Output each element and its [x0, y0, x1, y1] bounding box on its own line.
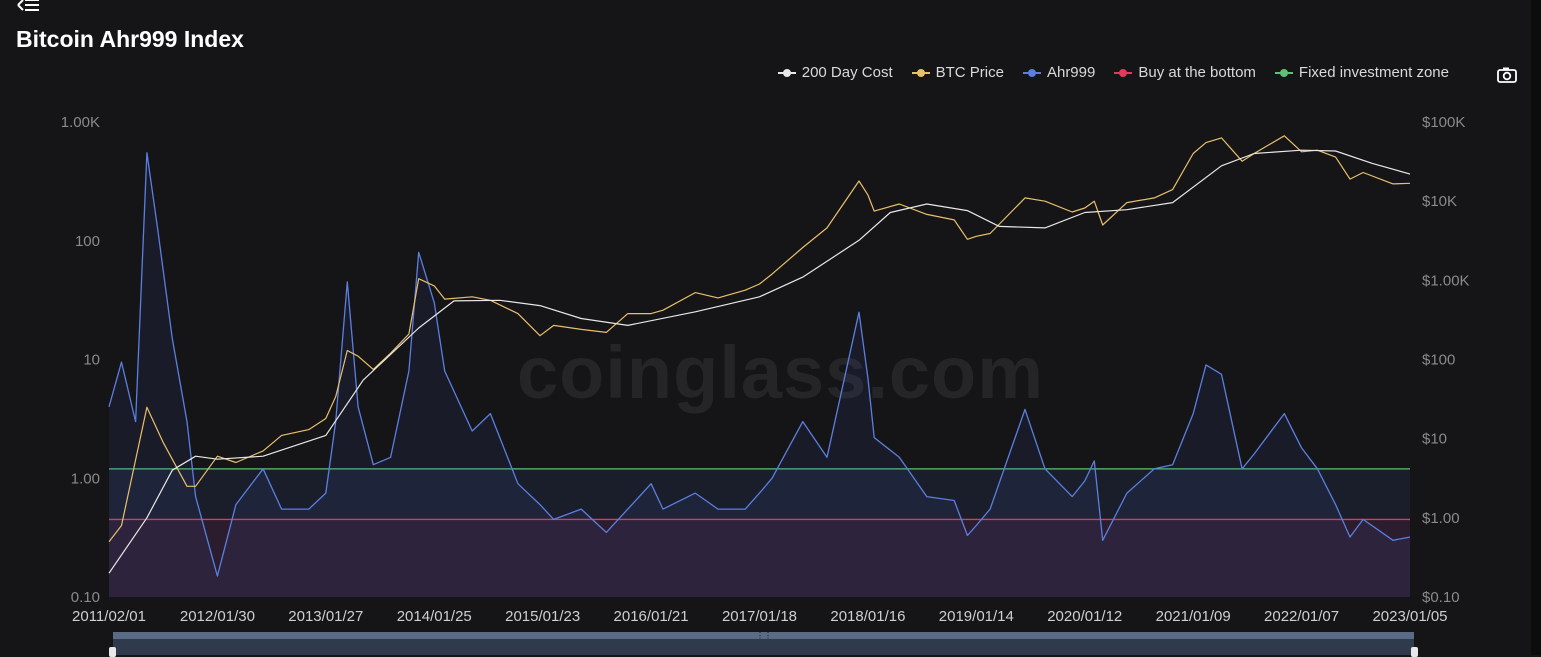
- zoom-handle-right[interactable]: [1411, 647, 1418, 657]
- x-axis-tick-label: 2011/02/01: [72, 608, 146, 625]
- left-axis-tick-label: 10: [83, 352, 100, 369]
- zoom-slider-track: [113, 632, 1414, 639]
- legend-label: 200 Day Cost: [801, 64, 893, 81]
- legend-label: Ahr999: [1046, 64, 1096, 81]
- legend-item-btc-price[interactable]: BTC Price: [911, 64, 1004, 81]
- right-axis-tick-label: $1.00: [1422, 510, 1460, 527]
- x-axis-tick-label: 2012/01/30: [180, 608, 255, 625]
- series-line-ahr999: [108, 152, 1411, 577]
- legend-swatch-btc-price: [911, 68, 930, 77]
- left-axis: 1.00K 100 10 1.00 0.10: [61, 114, 100, 606]
- left-axis-tick-label: 1.00K: [61, 114, 100, 131]
- legend-item-200-day-cost[interactable]: 200 Day Cost: [777, 64, 893, 81]
- menu-collapse-icon[interactable]: [16, 0, 40, 14]
- x-axis: 2011/02/01 2012/01/30 2013/01/27 2014/01/25…: [72, 608, 1448, 625]
- left-axis-tick-label: 1.00: [71, 470, 100, 487]
- camera-icon[interactable]: [1497, 66, 1517, 84]
- ahr999-area: [109, 152, 1410, 598]
- x-axis-tick-label: 2017/01/18: [722, 608, 797, 625]
- x-axis-tick-label: 2022/01/07: [1264, 608, 1339, 625]
- buy-at-the-bottom-band: [109, 519, 1410, 597]
- x-axis-tick-label: 2014/01/25: [397, 608, 472, 625]
- zoom-grip-icon[interactable]: ⋮⋮: [756, 631, 772, 640]
- legend-item-ahr999[interactable]: Ahr999: [1022, 64, 1096, 81]
- right-axis-tick-label: $10: [1422, 431, 1447, 448]
- x-axis-tick-label: 2020/01/12: [1047, 608, 1122, 625]
- right-axis-tick-label: $1.00K: [1422, 272, 1470, 289]
- threshold-zones: [109, 468, 1410, 597]
- page-title: Bitcoin Ahr999 Index: [16, 26, 244, 52]
- legend-swatch-buy-at-the-bottom: [1114, 68, 1133, 77]
- legend-item-buy-at-the-bottom[interactable]: Buy at the bottom: [1114, 64, 1256, 81]
- right-axis-tick-label: $100K: [1422, 114, 1465, 131]
- series-line-btc-price: [108, 135, 1411, 543]
- series-lines: [108, 135, 1411, 598]
- fixed-investment-zone-band: [109, 468, 1410, 520]
- x-axis-tick-label: 2016/01/21: [614, 608, 689, 625]
- x-axis-tick-label: 2015/01/23: [505, 608, 580, 625]
- legend-swatch-200-day-cost: [777, 68, 796, 77]
- right-axis: $100K $10K $1.00K $100 $10 $1.00 $0.10: [1422, 114, 1470, 606]
- legend-swatch-fixed-investment-zone: [1274, 68, 1293, 77]
- left-axis-tick-label: 0.10: [71, 589, 100, 606]
- series-line-200-day-cost: [108, 149, 1411, 574]
- right-axis-tick-label: $100: [1422, 352, 1455, 369]
- x-axis-tick-label: 2023/01/05: [1372, 608, 1447, 625]
- left-axis-tick-label: 100: [75, 233, 100, 250]
- x-axis-tick-label: 2018/01/16: [830, 608, 905, 625]
- page-scrollbar[interactable]: [1531, 0, 1541, 655]
- x-axis-tick-label: 2013/01/27: [288, 608, 363, 625]
- x-axis-tick-label: 2019/01/14: [939, 608, 1014, 625]
- legend-label: Fixed investment zone: [1298, 64, 1449, 81]
- chart-legend: 200 Day Cost BTC Price Ahr999 Buy at the…: [777, 64, 1449, 81]
- legend-swatch-ahr999: [1022, 68, 1041, 77]
- right-axis-tick-label: $0.10: [1422, 589, 1460, 606]
- legend-label: BTC Price: [935, 64, 1004, 81]
- right-axis-tick-label: $10K: [1422, 193, 1457, 210]
- x-axis-tick-label: 2021/01/09: [1156, 608, 1231, 625]
- legend-label: Buy at the bottom: [1138, 64, 1256, 81]
- zoom-slider[interactable]: ⋮⋮: [109, 631, 1418, 657]
- zoom-handle-left[interactable]: [109, 647, 116, 657]
- legend-item-fixed-investment-zone[interactable]: Fixed investment zone: [1274, 64, 1449, 81]
